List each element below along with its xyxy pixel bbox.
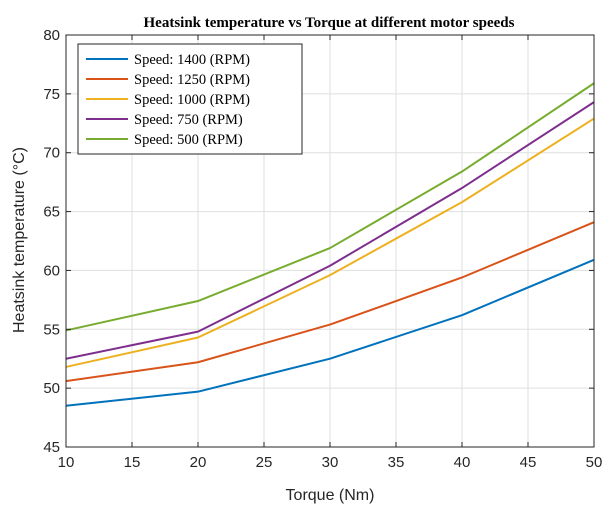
legend-label-3: Speed: 1000 (RPM) (134, 92, 250, 108)
x-tick-label: 15 (124, 454, 141, 471)
x-tick-label: 20 (190, 454, 207, 471)
x-tick-label: 50 (586, 454, 603, 471)
x-tick-label: 45 (520, 454, 537, 471)
y-tick-label: 70 (43, 145, 60, 162)
x-tick-label: 30 (322, 454, 339, 471)
y-tick-label: 45 (43, 439, 60, 456)
chart-title: Heatsink temperature vs Torque at differ… (144, 15, 515, 31)
series-line-3 (65, 117, 595, 368)
legend-label-4: Speed: 750 (RPM) (134, 112, 243, 128)
series-line-1 (65, 258, 595, 407)
legend: Speed: 1400 (RPM) Speed: 1250 (RPM) Speed:… (77, 43, 303, 155)
y-tick-label: 65 (43, 204, 60, 221)
y-tick-label: 55 (43, 321, 60, 338)
x-axis-label: Torque (Nm) (286, 487, 375, 504)
x-tick-label: 35 (388, 454, 405, 471)
x-tick-label: 40 (454, 454, 471, 471)
x-tick-label: 25 (256, 454, 273, 471)
series-line-4 (65, 101, 595, 360)
y-tick-label: 50 (43, 380, 60, 397)
y-tick-label: 60 (43, 262, 60, 279)
axes: 10 15 20 25 30 35 40 45 50 45 50 55 60 65 70 75 80 (43, 27, 602, 471)
plot-frame (65, 34, 595, 448)
series-lines (65, 82, 595, 407)
y-tick-label: 75 (43, 86, 60, 103)
legend-label-2: Speed: 1250 (RPM) (134, 72, 250, 88)
x-tick-label: 10 (58, 454, 75, 471)
y-axis-label: Heatsink temperature (°C) (11, 147, 28, 333)
legend-label-5: Speed: 500 (RPM) (134, 132, 243, 148)
series-line-5 (65, 82, 595, 332)
y-tick-label: 80 (43, 27, 60, 44)
series-line-2 (65, 221, 595, 383)
legend-label-1: Speed: 1400 (RPM) (134, 52, 250, 68)
